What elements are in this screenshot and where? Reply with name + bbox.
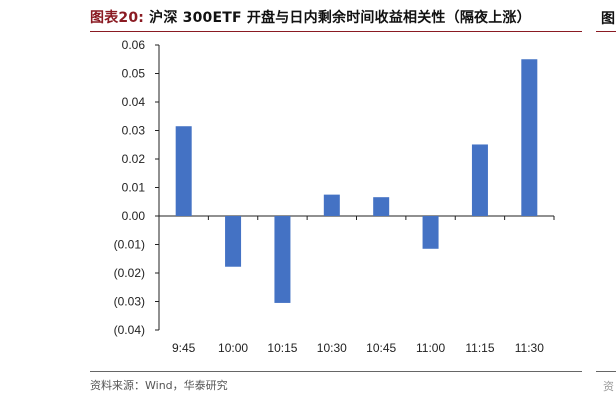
y-tick-label: 0.01 [122, 181, 146, 195]
x-tick-label: 10:30 [317, 341, 347, 355]
x-tick-label: 11:30 [515, 341, 544, 355]
title-divider [90, 31, 582, 32]
y-tick-label: (0.04) [114, 323, 145, 337]
bar [521, 59, 538, 216]
y-tick-label: (0.03) [114, 295, 145, 309]
y-tick-label: (0.01) [114, 238, 145, 252]
bar [323, 194, 340, 216]
y-tick-label: 0.02 [122, 152, 146, 166]
figure-title: 图表20: 沪深 300ETF 开盘与日内剩余时间收益相关性（隔夜上涨） [90, 7, 531, 27]
x-tick-label: 10:45 [366, 341, 396, 355]
edge-title-fragment: 图 [601, 11, 615, 27]
figure-title-text: 沪深 300ETF 开盘与日内剩余时间收益相关性（隔夜上涨） [149, 10, 531, 26]
bar [422, 216, 439, 249]
bar [225, 216, 242, 267]
figure-label: 图表20: [90, 10, 145, 26]
y-tick-label: (0.02) [114, 266, 145, 280]
footer-divider [90, 371, 582, 372]
edge-footer-divider [596, 371, 616, 372]
bar [274, 216, 291, 303]
bar [373, 197, 390, 216]
edge-title-divider [596, 31, 616, 32]
bar [471, 144, 488, 216]
y-tick-label: 0.03 [122, 124, 146, 138]
y-tick-label: 0.05 [122, 67, 146, 81]
y-tick-label: 0.04 [122, 95, 146, 109]
y-tick-label: 0.06 [122, 38, 146, 52]
bar [175, 126, 192, 216]
source-note: 资料来源：Wind，华泰研究 [90, 379, 228, 392]
x-tick-label: 11:00 [416, 341, 445, 355]
x-tick-label: 9:45 [172, 341, 196, 355]
y-tick-label: 0.00 [122, 209, 146, 223]
x-tick-label: 11:15 [465, 341, 494, 355]
edge-source-fragment: 资 [603, 380, 614, 393]
x-tick-label: 10:15 [267, 341, 297, 355]
x-tick-label: 10:00 [218, 341, 248, 355]
